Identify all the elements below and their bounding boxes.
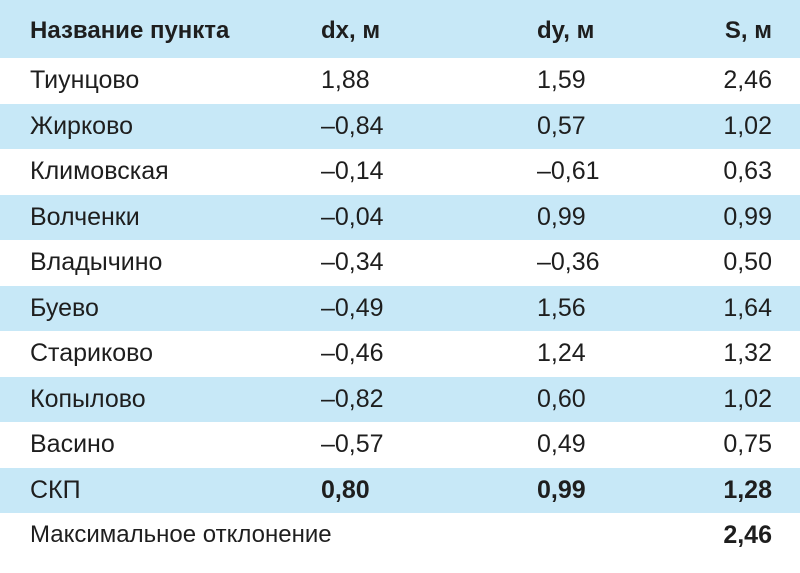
row-dy: –0,36 bbox=[537, 248, 600, 276]
row-dy: 1,24 bbox=[537, 339, 586, 367]
summary-name: СКП bbox=[30, 475, 81, 504]
table-row: Волченки –0,04 0,99 0,99 bbox=[0, 194, 800, 240]
row-dy: 0,99 bbox=[537, 202, 586, 231]
row-name: Васино bbox=[30, 430, 115, 458]
row-dy: 0,60 bbox=[537, 384, 586, 413]
max-deviation-value: 2,46 bbox=[723, 521, 772, 549]
row-dx: –0,34 bbox=[321, 248, 384, 276]
row-s: 0,99 bbox=[723, 202, 772, 231]
summary-row: СКП 0,80 0,99 1,28 bbox=[0, 467, 800, 513]
row-dx: –0,14 bbox=[321, 157, 384, 185]
row-dx: –0,57 bbox=[321, 430, 384, 458]
row-dx: –0,46 bbox=[321, 339, 384, 367]
table-row: Климовская –0,14 –0,61 0,63 bbox=[0, 149, 800, 195]
row-dy: 1,56 bbox=[537, 293, 586, 322]
row-name: Климовская bbox=[30, 157, 169, 185]
header-name: Название пункта bbox=[30, 17, 230, 44]
header-dy: dy, м bbox=[537, 17, 595, 44]
table-row: Владычино –0,34 –0,36 0,50 bbox=[0, 240, 800, 286]
row-name: Стариково bbox=[30, 339, 154, 367]
row-s: 0,75 bbox=[723, 430, 772, 458]
row-s: 1,02 bbox=[723, 111, 772, 140]
row-dx: –0,04 bbox=[321, 202, 384, 231]
row-s: 1,64 bbox=[723, 293, 772, 322]
row-s: 2,46 bbox=[723, 66, 772, 94]
header-s: S, м bbox=[724, 17, 772, 44]
row-name: Тиунцово bbox=[30, 66, 140, 94]
table-row: Жирково –0,84 0,57 1,02 bbox=[0, 103, 800, 149]
row-dy: 0,49 bbox=[537, 430, 586, 458]
row-s: 1,32 bbox=[723, 339, 772, 367]
table-row: Васино –0,57 0,49 0,75 bbox=[0, 422, 800, 468]
row-dy: 1,59 bbox=[537, 66, 586, 94]
row-dx: 1,88 bbox=[321, 66, 370, 94]
row-s: 1,02 bbox=[723, 384, 772, 413]
row-name: Жирково bbox=[30, 111, 133, 140]
row-s: 0,63 bbox=[723, 157, 772, 185]
row-dx: –0,49 bbox=[321, 293, 384, 322]
summary-s: 1,28 bbox=[723, 475, 772, 504]
table-row: Стариково –0,46 1,24 1,32 bbox=[0, 331, 800, 377]
table-row: Буево –0,49 1,56 1,64 bbox=[0, 285, 800, 331]
row-dx: –0,82 bbox=[321, 384, 384, 413]
max-deviation-row: Максимальное отклонение 2,46 bbox=[0, 513, 800, 565]
row-dy: –0,61 bbox=[537, 157, 600, 185]
row-s: 0,50 bbox=[723, 248, 772, 276]
row-name: Копылово bbox=[30, 384, 146, 413]
row-dy: 0,57 bbox=[537, 111, 586, 140]
summary-dx: 0,80 bbox=[321, 475, 370, 504]
row-name: Буево bbox=[30, 293, 99, 322]
table-header-row: Название пункта dx, м dy, м S, м bbox=[0, 0, 800, 58]
row-name: Владычино bbox=[30, 248, 163, 276]
table-row: Копылово –0,82 0,60 1,02 bbox=[0, 376, 800, 422]
row-name: Волченки bbox=[30, 202, 140, 231]
summary-dy: 0,99 bbox=[537, 475, 586, 504]
header-dx: dx, м bbox=[321, 17, 381, 44]
table-row: Тиунцово 1,88 1,59 2,46 bbox=[0, 58, 800, 104]
row-dx: –0,84 bbox=[321, 111, 384, 140]
max-deviation-label: Максимальное отклонение bbox=[30, 521, 332, 548]
